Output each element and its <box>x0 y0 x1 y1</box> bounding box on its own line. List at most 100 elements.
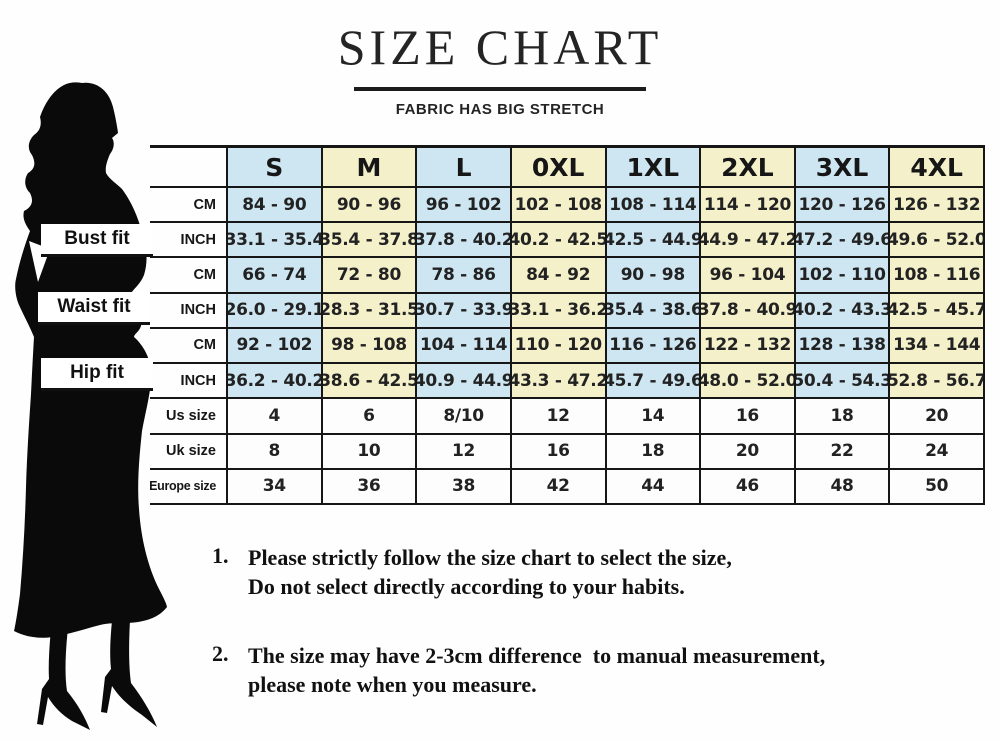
size-cell: 12 <box>417 434 512 470</box>
size-cell: 37.8 - 40.9 <box>701 293 796 329</box>
size-cell: 10 <box>322 434 418 470</box>
title-underline <box>354 87 646 91</box>
size-cell: 44 <box>606 469 702 505</box>
note-2: 2. The size may have 2-3cm difference to… <box>212 641 825 699</box>
size-cell: 35.4 - 37.8 <box>322 223 418 259</box>
note-line: Do not select directly according to your… <box>248 574 685 599</box>
row-label: Us size <box>150 399 228 435</box>
size-cell: 50.4 - 54.3 <box>795 364 891 400</box>
size-cell: 40.2 - 43.3 <box>795 293 891 329</box>
size-cell: 50 <box>890 469 985 505</box>
size-cell: 104 - 114 <box>417 328 512 365</box>
size-cell: 36.2 - 40.2 <box>228 364 323 400</box>
size-cell: 116 - 126 <box>606 328 702 365</box>
size-column-header: 3XL <box>795 148 891 188</box>
bust-fit-label: Bust fit <box>41 224 153 257</box>
size-cell: 6 <box>322 399 418 435</box>
size-cell: 84 - 92 <box>511 258 607 294</box>
size-cell: 49.6 - 52.0 <box>890 223 985 259</box>
size-cell: 28.3 - 31.5 <box>322 293 418 329</box>
note-number: 2. <box>212 641 229 666</box>
size-cell: 14 <box>606 399 702 435</box>
size-cell: 33.1 - 36.2 <box>511 293 607 329</box>
size-cell: 90 - 96 <box>322 188 418 224</box>
size-cell: 34 <box>228 469 323 505</box>
note-line: Please strictly follow the size chart to… <box>248 545 732 570</box>
size-table: S M L 0XL 1XL 2XL 3XL 4XL CM 84 - 90 90 - 96 96 - 1… <box>150 145 985 505</box>
size-cell: 8/10 <box>417 399 512 435</box>
subtitle: FABRIC HAS BIG STRETCH <box>395 101 605 118</box>
note-line: The size may have 2-3cm difference to ma… <box>248 643 826 668</box>
size-cell: 40.9 - 44.9 <box>417 364 512 400</box>
note-1: 1. Please strictly follow the size chart… <box>212 543 732 601</box>
size-column-header: L <box>417 148 512 188</box>
size-column-header: 0XL <box>511 148 607 188</box>
row-label: Europe size <box>150 469 228 505</box>
size-cell: 42.5 - 44.9 <box>606 223 702 259</box>
size-cell: 48 <box>795 469 891 505</box>
size-cell: 72 - 80 <box>322 258 418 294</box>
size-cell: 126 - 132 <box>890 188 985 224</box>
size-cell: 37.8 - 40.2 <box>417 223 512 259</box>
size-cell: 102 - 108 <box>511 188 607 224</box>
size-cell: 44.9 - 47.2 <box>701 223 796 259</box>
size-cell: 52.8 - 56.7 <box>890 364 985 400</box>
row-label: INCH <box>150 364 228 400</box>
row-label: INCH <box>150 293 228 329</box>
size-cell: 66 - 74 <box>228 258 323 294</box>
note-line: please note when you measure. <box>248 672 537 697</box>
size-column-header: 1XL <box>606 148 702 188</box>
size-cell: 38 <box>417 469 512 505</box>
size-cell: 16 <box>701 399 796 435</box>
size-column-header: S <box>228 148 323 188</box>
table-corner-cell <box>150 148 228 188</box>
size-cell: 96 - 104 <box>701 258 796 294</box>
size-cell: 84 - 90 <box>228 188 323 224</box>
size-cell: 134 - 144 <box>890 328 985 365</box>
size-cell: 36 <box>322 469 418 505</box>
page-title: SIZE CHART <box>337 19 663 75</box>
size-cell: 43.3 - 47.2 <box>511 364 607 400</box>
row-label: CM <box>150 328 228 365</box>
size-cell: 47.2 - 49.6 <box>795 223 891 259</box>
note-number: 1. <box>212 543 229 568</box>
size-cell: 20 <box>890 399 985 435</box>
size-cell: 108 - 116 <box>890 258 985 294</box>
size-cell: 108 - 114 <box>606 188 702 224</box>
size-cell: 42 <box>511 469 607 505</box>
size-cell: 30.7 - 33.9 <box>417 293 512 329</box>
size-cell: 42.5 - 45.7 <box>890 293 985 329</box>
size-cell: 38.6 - 42.5 <box>322 364 418 400</box>
size-cell: 33.1 - 35.4 <box>228 223 323 259</box>
size-column-header: 4XL <box>890 148 985 188</box>
size-cell: 120 - 126 <box>795 188 891 224</box>
size-cell: 122 - 132 <box>701 328 796 365</box>
size-column-header: 2XL <box>701 148 796 188</box>
size-cell: 18 <box>606 434 702 470</box>
size-cell: 98 - 108 <box>322 328 418 365</box>
size-cell: 40.2 - 42.5 <box>511 223 607 259</box>
size-cell: 92 - 102 <box>228 328 323 365</box>
size-cell: 96 - 102 <box>417 188 512 224</box>
row-label: CM <box>150 258 228 294</box>
silhouette-left-leg <box>37 617 90 730</box>
row-label: CM <box>150 188 228 224</box>
size-column-header: M <box>322 148 418 188</box>
size-cell: 102 - 110 <box>795 258 891 294</box>
size-cell: 16 <box>511 434 607 470</box>
size-cell: 78 - 86 <box>417 258 512 294</box>
size-cell: 128 - 138 <box>795 328 891 365</box>
size-cell: 46 <box>701 469 796 505</box>
hip-fit-label: Hip fit <box>41 358 153 391</box>
size-cell: 114 - 120 <box>701 188 796 224</box>
size-cell: 26.0 - 29.1 <box>228 293 323 329</box>
size-cell: 4 <box>228 399 323 435</box>
row-label: Uk size <box>150 434 228 470</box>
size-cell: 110 - 120 <box>511 328 607 365</box>
silhouette-right-leg <box>101 603 157 727</box>
size-cell: 22 <box>795 434 891 470</box>
size-cell: 20 <box>701 434 796 470</box>
size-cell: 90 - 98 <box>606 258 702 294</box>
size-cell: 35.4 - 38.6 <box>606 293 702 329</box>
